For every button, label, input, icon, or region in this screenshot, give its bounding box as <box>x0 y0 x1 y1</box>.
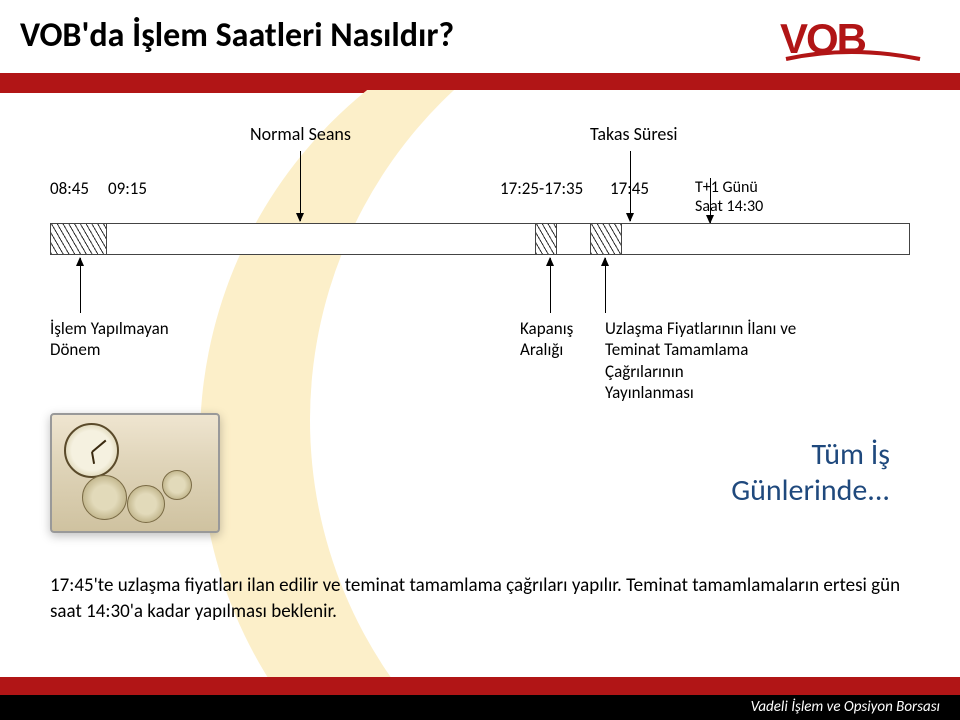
label-normal-seans: Normal Seans <box>250 123 351 145</box>
arrow-up-icon <box>80 258 81 313</box>
clock-icon <box>64 423 119 478</box>
arrow-up-icon <box>550 258 551 313</box>
coin-icon <box>162 470 192 500</box>
segment-settlement <box>591 224 621 254</box>
coin-icon <box>127 485 165 523</box>
timeline-bar <box>50 223 910 255</box>
time-1745: 17:45 <box>610 178 649 199</box>
time-tplus1: T+1 Günü Saat 14:30 <box>695 178 763 216</box>
header: VOB'da İşlem Saatleri Nasıldır? VOB <box>0 0 960 73</box>
main-content: Normal Seans Takas Süresi 08:45 09:15 17… <box>0 93 960 624</box>
segment-pre-open <box>51 224 106 254</box>
time-1725-1735: 17:25-17:35 <box>500 178 583 199</box>
timeline-diagram: Normal Seans Takas Süresi 08:45 09:15 17… <box>50 123 910 383</box>
label-takas-suresi: Takas Süresi <box>590 123 678 145</box>
arrow-up-icon <box>605 258 606 313</box>
footer-text: Vadeli İşlem ve Opsiyon Borsası <box>0 695 960 720</box>
vob-logo: VOB <box>780 15 930 65</box>
segment-takas <box>621 224 909 254</box>
segment-normal-seans <box>106 224 536 254</box>
segment-gap <box>556 224 591 254</box>
arrow-down-icon <box>300 151 301 221</box>
tplus-line1: T+1 Günü <box>695 178 758 197</box>
coin-icon <box>82 475 127 520</box>
label-kapanis-araligi: Kapanış Aralığı <box>520 318 600 361</box>
page-title: VOB'da İşlem Saatleri Nasıldır? <box>20 15 454 56</box>
footnote-text: 17:45'te uzlaşma fiyatları ilan edilir v… <box>40 573 920 624</box>
footer-red-bar <box>0 677 960 695</box>
footer: Vadeli İşlem ve Opsiyon Borsası <box>0 677 960 720</box>
time-0915: 09:15 <box>108 178 147 199</box>
label-islem-yapilmayan: İşlem Yapılmayan Dönem <box>50 318 180 361</box>
label-uzlasma-fiyatlari: Uzlaşma Fiyatlarının İlanı ve Teminat Ta… <box>605 318 825 403</box>
segment-closing-range <box>536 224 556 254</box>
clock-coins-image <box>50 413 220 533</box>
tplus-line2: Saat 14:30 <box>695 197 763 216</box>
mid-row: Tüm İş Günlerinde... <box>40 413 920 533</box>
tum-is-gunlerinde: Tüm İş Günlerinde... <box>731 437 890 509</box>
time-0845: 08:45 <box>50 178 89 199</box>
